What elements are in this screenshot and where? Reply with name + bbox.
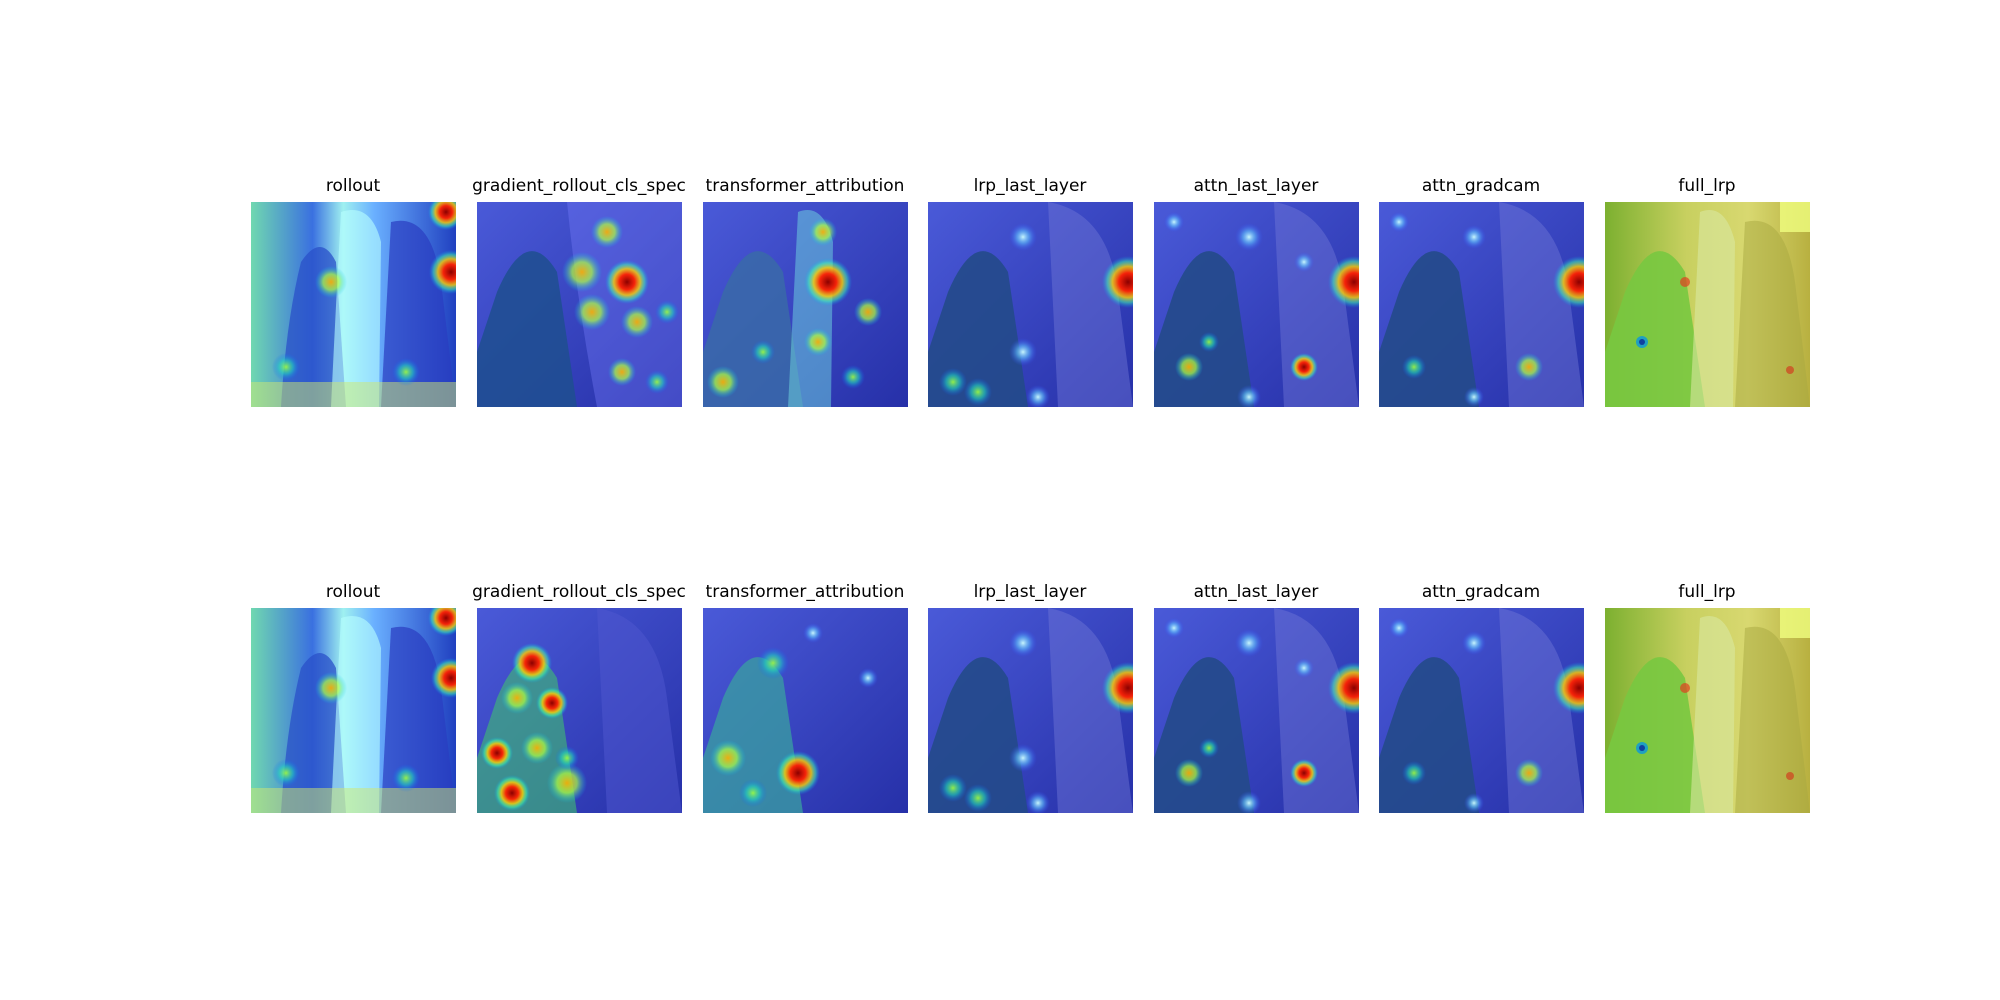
heatmap-image-attn-last-layer bbox=[1154, 202, 1359, 407]
panel-title: rollout bbox=[325, 582, 381, 602]
panel-title: gradient_rollout_cls_spec bbox=[472, 582, 686, 602]
heatmap-image-rollout bbox=[251, 202, 456, 407]
panel-title: lrp_last_layer bbox=[973, 176, 1087, 196]
panel-title: rollout bbox=[325, 176, 381, 196]
heatmap-image-lrp-last-layer bbox=[928, 608, 1133, 813]
heatmap-image-attn-gradcam bbox=[1379, 608, 1584, 813]
panel-title: full_lrp bbox=[1678, 176, 1736, 196]
heatmap-image-attn-last-layer bbox=[1154, 608, 1359, 813]
panel-title: transformer_attribution bbox=[705, 176, 905, 196]
panel-title: attn_gradcam bbox=[1421, 582, 1541, 602]
panel-title: lrp_last_layer bbox=[973, 582, 1087, 602]
heatmap-image-transformer-attribution bbox=[703, 202, 908, 407]
heatmap-image-rollout bbox=[251, 608, 456, 813]
heatmap-image-gradient-rollout bbox=[477, 608, 682, 813]
panel-title: gradient_rollout_cls_spec bbox=[472, 176, 686, 196]
panel-title: full_lrp bbox=[1678, 582, 1736, 602]
heatmap-image-full-lrp bbox=[1605, 608, 1810, 813]
panel-title: transformer_attribution bbox=[705, 582, 905, 602]
heatmap-image-transformer-attribution bbox=[703, 608, 908, 813]
panel-title: attn_last_layer bbox=[1193, 582, 1319, 602]
heatmap-image-lrp-last-layer bbox=[928, 202, 1133, 407]
heatmap-image-full-lrp bbox=[1605, 202, 1810, 407]
heatmap-image-attn-gradcam bbox=[1379, 202, 1584, 407]
panel-title: attn_last_layer bbox=[1193, 176, 1319, 196]
heatmap-image-gradient-rollout bbox=[477, 202, 682, 407]
panel-title: attn_gradcam bbox=[1421, 176, 1541, 196]
